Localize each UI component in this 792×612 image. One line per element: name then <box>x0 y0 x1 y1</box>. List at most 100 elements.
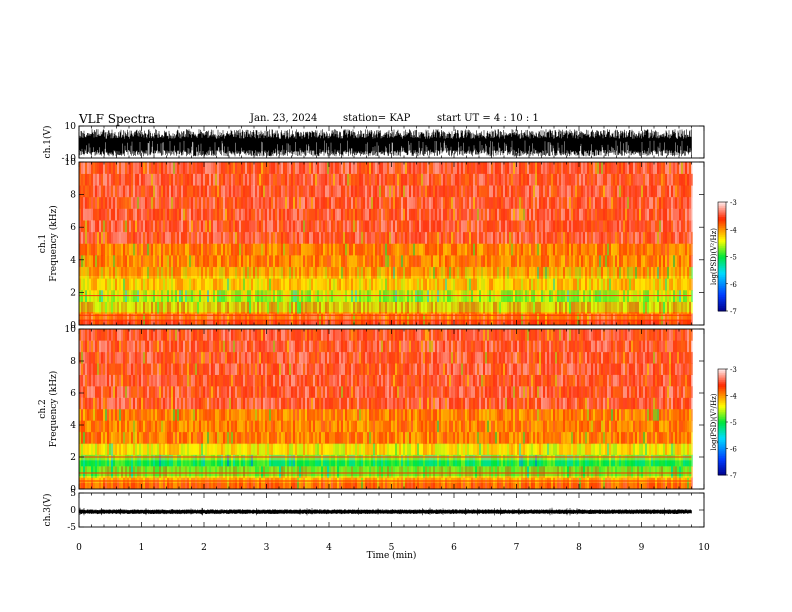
psd-cell <box>555 208 557 221</box>
waveform-trace <box>78 129 692 157</box>
psd-cell <box>285 173 287 186</box>
psd-cell <box>213 185 215 198</box>
psd-cell <box>95 255 97 268</box>
psd-cell <box>147 301 149 314</box>
psd-cell <box>553 231 555 244</box>
psd-cell <box>613 243 615 256</box>
psd-cell <box>539 185 541 198</box>
psd-cell <box>81 313 83 326</box>
psd-cell <box>101 301 103 314</box>
psd-cell <box>167 255 169 268</box>
psd-cell <box>653 196 655 209</box>
psd-cell <box>79 266 81 279</box>
psd-cell <box>659 196 661 209</box>
psd-cell <box>185 231 187 244</box>
psd-cell <box>295 278 297 291</box>
psd-cell <box>543 173 545 186</box>
psd-cell <box>215 196 217 209</box>
psd-cell <box>345 196 347 209</box>
psd-cell <box>387 266 389 279</box>
psd-cell <box>677 185 679 198</box>
psd-cell <box>533 255 535 268</box>
psd-cell <box>267 185 269 198</box>
psd-cell <box>521 196 523 209</box>
psd-cell <box>121 409 123 421</box>
psd-cell <box>221 301 223 314</box>
psd-cell <box>391 220 393 233</box>
psd-cell <box>521 255 523 268</box>
psd-cell <box>673 278 675 291</box>
psd-cell <box>199 255 201 268</box>
psd-cell <box>113 340 115 353</box>
psd-cell <box>421 266 423 279</box>
psd-cell <box>399 313 401 326</box>
psd-cell <box>99 162 101 174</box>
psd-cell <box>561 266 563 279</box>
psd-cell <box>551 278 553 291</box>
psd-cell <box>85 196 87 209</box>
psd-cell <box>457 173 459 186</box>
psd-cell <box>527 185 529 198</box>
psd-cell <box>397 196 399 209</box>
psd-cell <box>347 220 349 233</box>
psd-cell <box>233 278 235 291</box>
psd-cell <box>569 185 571 198</box>
psd-cell <box>571 266 573 279</box>
psd-cell <box>191 255 193 268</box>
psd-cell <box>449 196 451 209</box>
psd-cell <box>191 243 193 256</box>
psd-cell <box>117 466 119 478</box>
psd-cell <box>527 313 529 326</box>
psd-cell <box>679 266 681 279</box>
psd-cell <box>371 231 373 244</box>
psd-cell <box>451 208 453 221</box>
psd-cell <box>435 162 437 174</box>
psd-cell <box>279 243 281 256</box>
psd-cell <box>535 266 537 279</box>
psd-cell <box>489 220 491 233</box>
psd-cell <box>543 231 545 244</box>
psd-cell <box>357 220 359 233</box>
psd-cell <box>659 173 661 186</box>
psd-cell <box>403 162 405 174</box>
psd-cell <box>607 313 609 326</box>
psd-cell <box>225 301 227 314</box>
psd-cell <box>433 231 435 244</box>
psd-cell <box>417 231 419 244</box>
psd-cell <box>163 173 165 186</box>
psd-cell <box>441 301 443 314</box>
psd-cell <box>249 220 251 233</box>
psd-cell <box>671 162 673 174</box>
psd-cell <box>661 313 663 326</box>
psd-cell <box>247 278 249 291</box>
psd-cell <box>337 301 339 314</box>
psd-cell <box>431 220 433 233</box>
psd-cell <box>397 313 399 326</box>
psd-cell <box>133 220 135 233</box>
psd-cell <box>149 185 151 198</box>
psd-cell <box>663 231 665 244</box>
psd-cell <box>253 301 255 314</box>
psd-cell <box>591 313 593 326</box>
psd-cell <box>681 255 683 268</box>
psd-cell <box>601 266 603 279</box>
psd-cell <box>135 313 137 326</box>
psd-cell <box>267 173 269 186</box>
psd-cell <box>145 231 147 244</box>
psd-cell <box>343 313 345 326</box>
psd-cell <box>275 196 277 209</box>
psd-cell <box>647 231 649 244</box>
psd-cell <box>181 208 183 221</box>
psd-cell <box>157 208 159 221</box>
psd-cell <box>397 278 399 291</box>
psd-cell <box>545 231 547 244</box>
psd-cell <box>527 301 529 314</box>
psd-cell <box>381 278 383 291</box>
psd-cell <box>481 173 483 186</box>
psd-cell <box>459 243 461 256</box>
psd-cell <box>307 313 309 326</box>
colorbar-cell <box>718 216 726 219</box>
psd-cell <box>645 185 647 198</box>
psd-cell <box>213 278 215 291</box>
psd-cell <box>359 255 361 268</box>
